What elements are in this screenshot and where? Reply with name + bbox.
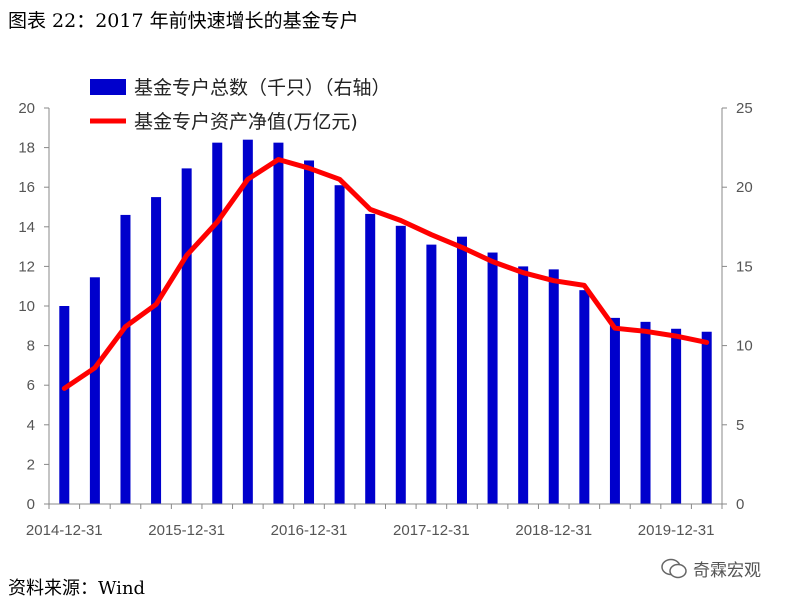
legend-line-label: 基金专户资产净值(万亿元) <box>134 111 358 133</box>
bar <box>89 277 100 504</box>
y-right-tick-label: 20 <box>736 179 753 196</box>
bar <box>59 306 70 504</box>
y-left-tick-label: 0 <box>27 496 35 513</box>
bar-series <box>59 139 712 505</box>
bar <box>701 331 712 504</box>
bar <box>273 142 284 504</box>
bar <box>426 244 437 504</box>
y-left-tick-label: 6 <box>27 377 35 394</box>
figure-title: 图表 22：2017 年前快速增长的基金专户 <box>8 10 359 32</box>
x-tick-label: 2016-12-31 <box>271 522 348 539</box>
x-tick-label: 2017-12-31 <box>393 522 470 539</box>
y-left-tick-label: 16 <box>18 179 35 196</box>
y-left-tick-label: 14 <box>18 219 35 236</box>
bar <box>120 214 131 505</box>
legend-bar-label: 基金专户总数（千只）（右轴） <box>134 77 391 99</box>
y-right-tick-label: 25 <box>736 100 753 117</box>
x-tick-label: 2019-12-31 <box>638 522 715 539</box>
chart-axes: 0 2 4 6 8 10 12 14 16 18 20 0 5 10 15 20 25 2014-12-31 201… <box>18 100 752 539</box>
watermark: 奇霖宏观 <box>661 556 761 581</box>
y-left-tick-label: 4 <box>27 417 35 434</box>
bar <box>456 236 467 504</box>
bar <box>151 197 162 504</box>
x-tick-label: 2018-12-31 <box>515 522 592 539</box>
figure-source: 资料来源：Wind <box>8 578 146 599</box>
y-right-tick-label: 5 <box>736 417 744 434</box>
y-left-tick-label: 8 <box>27 338 35 355</box>
y-left-tick-label: 12 <box>18 258 35 275</box>
y-left-tick-label: 18 <box>18 140 35 157</box>
net-asset-line <box>61 157 710 391</box>
bar <box>487 252 498 504</box>
y-left-tick-label: 20 <box>18 100 35 117</box>
y-right-tick-label: 0 <box>736 496 744 513</box>
bar <box>181 168 192 504</box>
y-right-tick-label: 10 <box>736 338 753 355</box>
bar <box>671 328 682 504</box>
watermark-text: 奇霖宏观 <box>693 561 761 581</box>
bar <box>304 160 315 504</box>
bar <box>518 266 529 504</box>
bar <box>548 269 559 504</box>
bar <box>579 290 590 504</box>
chart-legend: 基金专户总数（千只）（右轴） 基金专户资产净值(万亿元) <box>90 77 391 133</box>
chat-bubble-icon <box>661 558 687 578</box>
bar <box>609 317 620 504</box>
y-left-tick-label: 2 <box>27 456 35 473</box>
bar <box>334 185 345 504</box>
bar <box>395 225 406 504</box>
y-right-tick-label: 15 <box>736 258 753 275</box>
x-tick-label: 2015-12-31 <box>148 522 225 539</box>
legend-bar-swatch <box>90 79 126 95</box>
x-tick-label: 2014-12-31 <box>26 522 103 539</box>
bar <box>212 142 223 504</box>
bar <box>365 213 376 504</box>
y-left-tick-label: 10 <box>18 298 35 315</box>
line-series <box>61 157 710 391</box>
bar <box>640 321 651 504</box>
bar <box>242 139 253 504</box>
